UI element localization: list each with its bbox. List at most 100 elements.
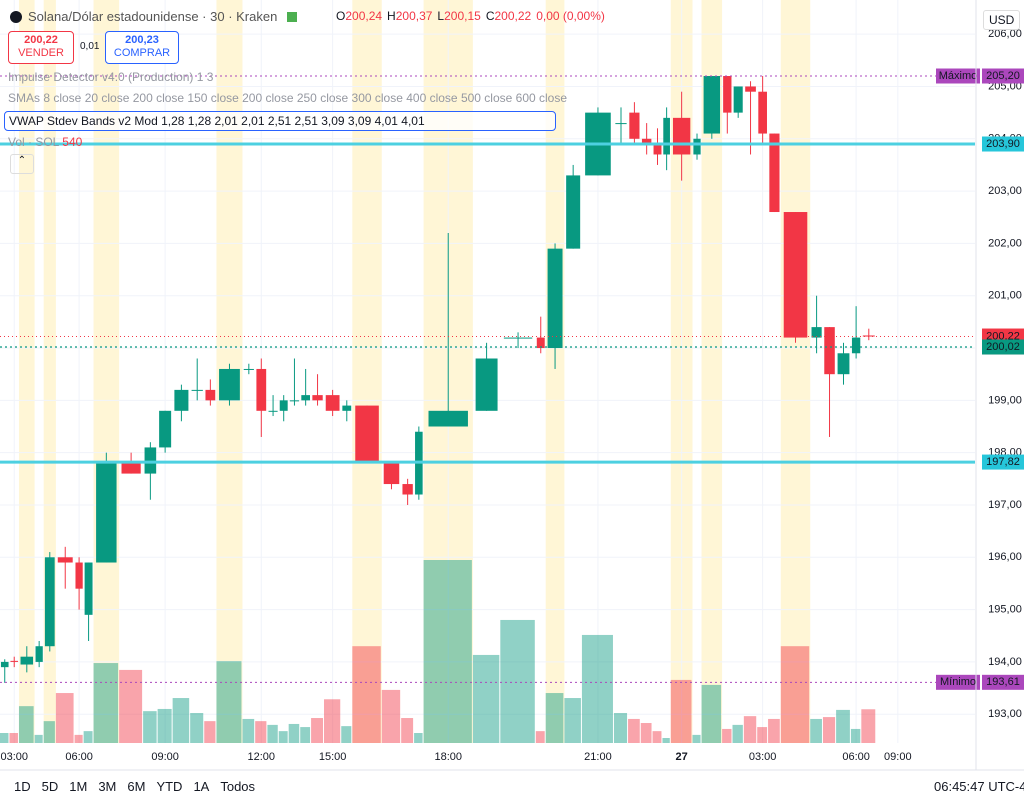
candle-body — [243, 368, 254, 370]
candle-body — [693, 138, 701, 155]
level-tag-bg — [936, 674, 980, 690]
volume-bar — [414, 733, 423, 743]
range-button[interactable]: 5D — [41, 779, 59, 794]
ohlc-value: 200,24 — [345, 9, 383, 23]
volume-bar — [692, 734, 701, 743]
candle-body — [0, 661, 9, 668]
range-button[interactable]: 1M — [69, 779, 88, 794]
candle-body — [10, 660, 19, 662]
level-tag-bg — [936, 68, 980, 84]
y-tick-label: 196,00 — [988, 551, 1022, 563]
ohlc-value: 200,22 — [494, 9, 532, 23]
currency[interactable]: USD — [983, 10, 1021, 30]
candle-body — [121, 463, 141, 474]
volume-bar — [143, 711, 157, 743]
symbol-text: Solana/Dólar estadounidense · 30 · Krake… — [28, 9, 278, 24]
candle-body — [205, 389, 216, 401]
volume-bar — [83, 731, 93, 743]
sell-button[interactable]: 200,22 VENDER — [8, 31, 74, 64]
volume-bar — [861, 709, 876, 743]
collapse[interactable]: ⌃ — [10, 154, 34, 174]
x-tick-label: 03:00 — [0, 751, 28, 763]
ohlc-key: L — [437, 9, 445, 23]
candle-body — [355, 405, 379, 464]
symbol: Solana/Dólar estadounidense · 30 · Krake… — [10, 9, 298, 24]
indicator[interactable]: VWAP Stdev Bands v2 Mod 1,28 1,28 2,01 2… — [4, 111, 556, 131]
candle-body — [44, 557, 55, 647]
range-button[interactable]: 1D — [14, 779, 31, 794]
volume-legend: Vol · SOL 540 — [8, 135, 82, 149]
ohlc-key: H — [387, 9, 396, 23]
volume-bar — [722, 728, 732, 743]
candle-body — [758, 91, 767, 134]
volume-bar — [701, 684, 722, 743]
volume-bar — [628, 718, 640, 743]
volume-bar — [43, 721, 55, 743]
candle-body — [862, 335, 875, 337]
y-tick-label: 195,00 — [988, 604, 1022, 616]
price-label: 205,20 — [986, 70, 1020, 82]
ohlc-key: O — [336, 9, 346, 23]
y-tick-label: 194,00 — [988, 656, 1022, 668]
volume-value: 540 — [62, 135, 83, 149]
x-tick-label: 06:00 — [842, 751, 870, 763]
price-label: 197,82 — [986, 456, 1020, 468]
range-button[interactable]: 6M — [127, 779, 146, 794]
candle-body — [325, 395, 340, 411]
volume-bar — [34, 734, 43, 743]
price-label-bg — [982, 674, 1024, 690]
candle-body — [301, 395, 310, 401]
candle-body — [663, 117, 670, 155]
price-label: 193,61 — [986, 676, 1020, 688]
y-tick-label: 197,00 — [988, 499, 1022, 511]
candle-body — [144, 447, 157, 474]
x-tick-label: 12:00 — [248, 751, 276, 763]
candle-body — [769, 133, 780, 213]
candle-body — [475, 358, 498, 411]
candle-body — [811, 327, 822, 338]
range-button[interactable]: 1A — [193, 779, 210, 794]
ohlc-value: 200,15 — [444, 9, 481, 23]
x-tick-label: 06:00 — [65, 751, 93, 763]
level-tag: Máximo — [939, 70, 978, 82]
buy-button[interactable]: 200,23 COMPRAR — [105, 31, 179, 64]
volume-bar — [300, 727, 311, 743]
candle-body — [783, 212, 808, 338]
candle-body — [312, 395, 323, 401]
candle-body — [174, 389, 189, 411]
y-tick-label: 202,00 — [988, 237, 1022, 249]
volume-bar — [670, 679, 692, 743]
price-label-bg — [982, 68, 1024, 84]
indicator: SMAs 8 close 20 close 200 close 150 clos… — [8, 91, 568, 105]
volume-bar — [810, 718, 822, 743]
candle-body — [503, 337, 533, 339]
y-tick-label: 199,00 — [988, 394, 1022, 406]
indicator: Impulse Detector v4.0 (Production) 1 3 — [8, 70, 214, 84]
volume-bar — [267, 724, 278, 743]
price-label-bg — [982, 339, 1024, 355]
volume-bar — [423, 560, 472, 743]
candle-body — [824, 327, 835, 375]
ohlc: O200,24 H200,37 L200,15 C200,22 0,00 (0,00%) — [336, 9, 605, 23]
volume-bar — [662, 738, 670, 743]
volume-bar — [341, 726, 352, 743]
range-button[interactable]: YTD — [156, 779, 183, 794]
candle-body — [57, 557, 73, 563]
range-button[interactable]: 3M — [98, 779, 117, 794]
y-tick-label: 201,00 — [988, 290, 1022, 302]
y-tick-label: 193,00 — [988, 708, 1022, 720]
volume-bar — [0, 733, 9, 743]
volume-bar — [352, 646, 381, 743]
volume-bar — [242, 718, 255, 743]
candle-body — [723, 76, 732, 113]
price-label: 200,02 — [986, 341, 1020, 353]
x-tick-label: 18:00 — [434, 751, 462, 763]
buy-label: COMPRAR — [113, 47, 171, 59]
ohlc-value: 200,37 — [395, 9, 433, 23]
candle-body — [289, 400, 300, 402]
candle-body — [641, 138, 652, 145]
volume-bar — [401, 718, 414, 743]
volume-bar — [9, 733, 18, 743]
range-button[interactable]: Todos — [220, 779, 256, 794]
